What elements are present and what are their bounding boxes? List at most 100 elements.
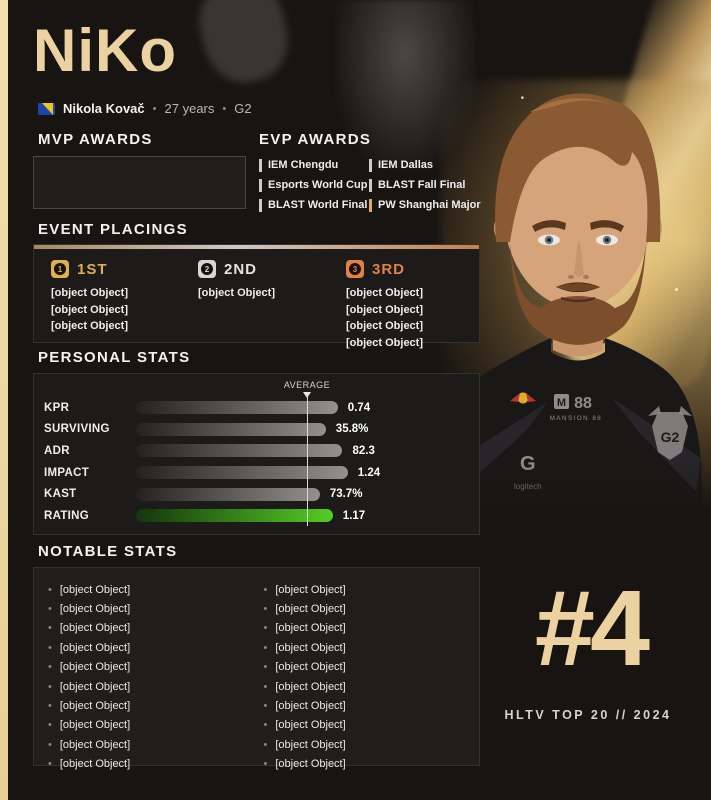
bullet-icon: • bbox=[263, 622, 268, 635]
svg-text:MANSION 88: MANSION 88 bbox=[550, 415, 602, 422]
rank-label-2nd: 2ND bbox=[224, 260, 258, 278]
stat-bar bbox=[136, 466, 348, 480]
notable-stats-title: NOTABLE STATS bbox=[38, 543, 178, 560]
event-name: [object Object] bbox=[51, 303, 129, 316]
stat-value: 0.74 bbox=[347, 401, 371, 414]
rank-label-1st: 1ST bbox=[77, 260, 108, 278]
personal-stats-title: PERSONAL STATS bbox=[38, 349, 191, 366]
bullet-icon: • bbox=[48, 738, 52, 751]
photo-zone: M 88 MANSION 88 G logitech G2 bbox=[191, 0, 711, 591]
stat-label: ADR bbox=[44, 444, 70, 457]
bullet-icon: • bbox=[48, 661, 52, 674]
bullet-icon: • bbox=[48, 622, 52, 635]
stat-bar bbox=[136, 422, 326, 436]
bullet-icon: • bbox=[48, 758, 52, 771]
bullet-icon: • bbox=[263, 661, 268, 674]
stat-bar-track: 1.24 bbox=[136, 466, 469, 480]
bronze-medal-icon: 3 bbox=[346, 260, 364, 278]
stat-row: ADR 82.3 bbox=[44, 440, 469, 462]
notable-stat-item: • [object Object] bbox=[263, 680, 346, 693]
award-tick-icon bbox=[369, 178, 372, 192]
player-real-name: Nikola Kovač bbox=[63, 101, 145, 116]
stat-label: RATING bbox=[44, 509, 90, 522]
player-age: 27 years bbox=[164, 101, 215, 116]
award-label: IEM Dallas bbox=[378, 159, 434, 171]
personal-stats-box: AVERAGE KPR 0.74 SURVIVING 35.8% bbox=[33, 373, 480, 535]
award-label: BLAST World Final bbox=[268, 199, 368, 211]
evp-award-item: Esports World Cup bbox=[259, 175, 369, 195]
mvp-awards-box bbox=[33, 156, 246, 209]
stat-row: KPR 0.74 bbox=[44, 397, 469, 419]
notable-stat-item: • [object Object] bbox=[48, 603, 131, 616]
player-meta: Nikola Kovač • 27 years • G2 bbox=[38, 101, 252, 116]
stat-bar-track: 0.74 bbox=[136, 401, 469, 415]
event-placings-title: EVENT PLACINGS bbox=[38, 221, 188, 238]
stat-value: 1.24 bbox=[357, 466, 381, 479]
award-tick-icon bbox=[259, 158, 262, 172]
bullet-icon: • bbox=[263, 603, 268, 616]
event-name: [object Object] bbox=[346, 303, 424, 316]
stat-bar-track: 1.17 bbox=[136, 509, 469, 523]
evp-award-item: IEM Dallas bbox=[369, 155, 481, 175]
stat-bar bbox=[136, 487, 320, 501]
notable-stat-item: • [object Object] bbox=[263, 738, 346, 751]
event-name: [object Object] bbox=[51, 320, 129, 332]
stat-label: KPR bbox=[44, 401, 70, 414]
notable-stat-item: • [object Object] bbox=[48, 583, 131, 596]
event-name: [object Object] bbox=[51, 287, 129, 299]
player-team: G2 bbox=[234, 101, 252, 116]
notable-stat-item: • [object Object] bbox=[48, 622, 131, 635]
gold-medal-icon: 1 bbox=[51, 260, 69, 278]
second-place-events: [object Object] bbox=[198, 285, 346, 302]
notable-stat-item: • [object Object] bbox=[263, 622, 346, 635]
placings-second-column: 2 2ND [object Object] bbox=[198, 260, 346, 351]
rank-number: #4 bbox=[534, 567, 650, 688]
stat-label: IMPACT bbox=[44, 466, 90, 479]
background-raised-hand-silhouette bbox=[191, 0, 297, 91]
page-title: NiKo bbox=[33, 17, 177, 84]
average-reference-line bbox=[307, 393, 308, 526]
notable-stat-item: • [object Object] bbox=[263, 583, 346, 596]
stat-label: KAST bbox=[44, 488, 77, 501]
bullet-icon: • bbox=[263, 738, 268, 751]
award-tick-icon bbox=[369, 198, 372, 212]
bullet-icon: • bbox=[48, 680, 52, 693]
event-placings-box: 1 1ST [object Object] [object Object] [obj… bbox=[33, 244, 480, 349]
m88-logo: M 88 MANSION 88 bbox=[550, 394, 602, 422]
notable-stats-left-column: • [object Object] • [object Object] • [object… bbox=[48, 580, 264, 771]
silver-medal-icon: 2 bbox=[198, 260, 216, 278]
award-label: BLAST Fall Final bbox=[378, 179, 466, 191]
average-label: AVERAGE bbox=[283, 380, 331, 390]
redbull-logo bbox=[510, 392, 536, 404]
placings-gradient-bar bbox=[34, 245, 479, 249]
stat-row: SURVIVING 35.8% bbox=[44, 419, 469, 441]
placings-first-column: 1 1ST [object Object] [object Object] [obj… bbox=[51, 260, 198, 351]
notable-stat-item: • [object Object] bbox=[48, 661, 131, 674]
bullet-icon: • bbox=[263, 680, 268, 693]
award-label: IEM Chengdu bbox=[268, 159, 339, 171]
award-tick-icon bbox=[259, 178, 262, 192]
evp-awards-title: EVP AWARDS bbox=[259, 131, 372, 148]
stat-bar-track: 73.7% bbox=[136, 487, 469, 501]
rank-badge: #4 bbox=[480, 574, 700, 682]
evp-award-item: PW Shanghai Major bbox=[369, 195, 481, 215]
bullet-icon: • bbox=[48, 719, 52, 732]
award-tick-icon bbox=[259, 198, 262, 212]
event-name: [object Object] bbox=[198, 287, 276, 299]
gold-edge-strip bbox=[0, 0, 8, 800]
event-name: [object Object] bbox=[346, 320, 424, 332]
separator-dot: • bbox=[222, 102, 227, 115]
stat-value: 1.17 bbox=[342, 509, 366, 522]
notable-stats-right-column: • [object Object] • [object Object] • [object… bbox=[263, 580, 480, 771]
notable-stats-box: • [object Object] • [object Object] • [object… bbox=[33, 567, 480, 771]
svg-text:M: M bbox=[557, 397, 566, 409]
evp-awards-list: IEM Chengdu Esports World Cup BLAST Worl… bbox=[259, 155, 481, 215]
bullet-icon: • bbox=[263, 583, 268, 596]
evp-award-item: BLAST Fall Final bbox=[369, 175, 481, 195]
separator-dot: • bbox=[152, 102, 157, 115]
bullet-icon: • bbox=[48, 583, 52, 596]
g2-logo: G2 bbox=[648, 406, 692, 460]
stat-bar bbox=[136, 401, 338, 415]
event-name: [object Object] bbox=[346, 336, 424, 349]
notable-stat-item: • [object Object] bbox=[263, 758, 346, 771]
